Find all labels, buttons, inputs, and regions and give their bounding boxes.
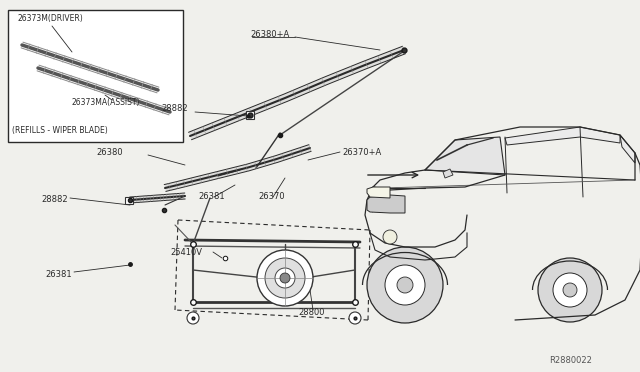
Circle shape: [538, 258, 602, 322]
Text: 26373M(DRIVER): 26373M(DRIVER): [18, 14, 84, 23]
Circle shape: [187, 312, 199, 324]
Text: 26381: 26381: [45, 270, 72, 279]
Text: 26380: 26380: [97, 148, 124, 157]
Bar: [246, 111, 254, 119]
Polygon shape: [367, 187, 390, 198]
Text: 25410V: 25410V: [170, 248, 202, 257]
Bar: [125, 197, 133, 204]
Circle shape: [367, 247, 443, 323]
Circle shape: [349, 312, 361, 324]
Text: 26370: 26370: [258, 192, 285, 201]
Polygon shape: [164, 145, 311, 192]
Polygon shape: [620, 135, 635, 163]
Text: 26381: 26381: [198, 192, 225, 201]
Polygon shape: [505, 127, 620, 145]
Text: R2880022: R2880022: [549, 356, 592, 365]
Circle shape: [563, 283, 577, 297]
Circle shape: [385, 265, 425, 305]
Polygon shape: [189, 46, 405, 140]
Polygon shape: [425, 137, 505, 175]
Circle shape: [280, 273, 290, 283]
Circle shape: [257, 250, 313, 306]
Circle shape: [553, 273, 587, 307]
Text: 28882: 28882: [42, 195, 68, 204]
Text: 26373MA(ASSIST): 26373MA(ASSIST): [72, 98, 141, 107]
Polygon shape: [130, 193, 185, 203]
Circle shape: [275, 268, 295, 288]
Text: 28800: 28800: [298, 308, 324, 317]
Circle shape: [265, 258, 305, 298]
Circle shape: [383, 230, 397, 244]
Circle shape: [397, 277, 413, 293]
Bar: [8, 10, 183, 142]
Text: 26370+A: 26370+A: [342, 148, 381, 157]
Text: 28882: 28882: [162, 104, 188, 113]
Polygon shape: [443, 169, 453, 178]
Text: 26380+A: 26380+A: [250, 30, 289, 39]
Text: (REFILLS - WIPER BLADE): (REFILLS - WIPER BLADE): [12, 126, 108, 135]
Polygon shape: [367, 195, 405, 213]
